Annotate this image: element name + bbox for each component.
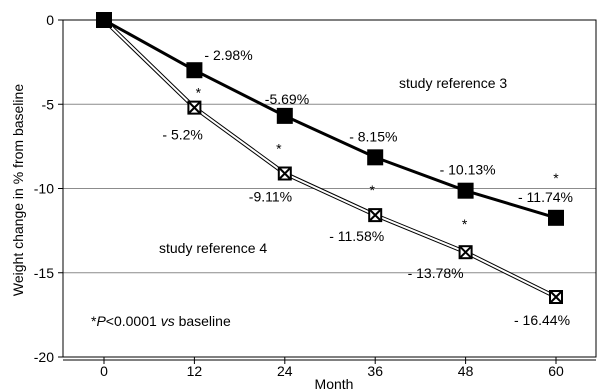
marker-cross-1: [188, 101, 201, 114]
point-study-ref-3-2: [276, 107, 293, 124]
x-tick-label-3: 36: [367, 363, 383, 379]
data-label-0-2: -5.69%: [265, 91, 309, 107]
point-study-ref-4-1: [187, 100, 202, 115]
x-axis-label: Month: [315, 376, 354, 392]
significance-star-0-5: *: [553, 170, 559, 186]
x-tick-label-1: 12: [187, 363, 203, 379]
data-label-0-1: - 2.98%: [204, 47, 252, 63]
legend-label-study-ref-4: study reference 4: [159, 240, 267, 256]
data-label-1-2: -9.11%: [249, 189, 292, 205]
point-study-ref-3-1: [186, 62, 203, 79]
series-0: - 2.98% -5.69% - 8.15% - 10.13% - 11.74% *: [96, 12, 573, 226]
marker-cross-3: [369, 209, 381, 221]
point-study-ref-4-3: [368, 208, 383, 223]
series-line-study-ref-3: [103, 18, 557, 220]
data-label-0-4: - 10.13%: [440, 162, 496, 178]
point-study-ref-4-4: [458, 245, 473, 260]
significance-star-1-1: *: [196, 85, 202, 101]
y-tick-label-3: -15: [34, 265, 54, 281]
significance-star-1-2: *: [276, 141, 282, 157]
y-tick-label-0: 0: [46, 12, 54, 28]
x-tick-label-5: 60: [548, 363, 564, 379]
series-1: - 5.2% * -9.11% * - 11.58% * - 13.78% * - 16.44%: [96, 12, 570, 328]
series-line-study-ref-4-inner: [103, 19, 557, 298]
data-label-1-5: - 16.44%: [514, 312, 570, 328]
point-study-ref-4-2: [277, 166, 292, 181]
marker-cross-5: [550, 291, 562, 303]
x-axis: 0 12 24 36 48 60: [100, 357, 564, 379]
point-study-ref-3-4: [457, 182, 474, 199]
marker-cross-4: [459, 246, 472, 258]
footnote-vs: vs: [161, 313, 175, 329]
point-study-ref-4-5: [549, 290, 563, 305]
y-tick-label-4: -20: [34, 349, 54, 365]
significance-star-1-4: *: [462, 216, 468, 232]
data-label-0-5: - 11.74%: [518, 189, 573, 205]
data-label-1-1: - 5.2%: [162, 127, 202, 143]
x-tick-label-0: 0: [100, 363, 108, 379]
footnote-end: baseline: [175, 313, 231, 329]
series-group: - 2.98%-5.69%- 8.15%- 10.13%- 11.74%*- 5…: [96, 12, 573, 328]
data-label-1-3: - 11.58%: [329, 228, 384, 244]
point-study-ref-3-5: [548, 209, 564, 226]
data-label-1-4: - 13.78%: [408, 265, 464, 281]
footnote-star: *: [91, 313, 97, 329]
grid-lines: [63, 19, 596, 361]
y-axis: 0 -5 -10 -15 -20: [34, 12, 63, 365]
footnote-p: P: [96, 313, 106, 329]
x-tick-label-2: 24: [277, 363, 293, 379]
data-label-0-3: - 8.15%: [349, 128, 397, 144]
point-study-ref-3-3: [367, 149, 384, 166]
significance-star-1-3: *: [369, 182, 375, 198]
y-axis-label: Weight change in % from baseline: [10, 84, 26, 296]
x-tick-label-4: 48: [458, 363, 474, 379]
y-tick-label-1: -5: [42, 96, 55, 112]
marker-cross-2: [279, 167, 291, 180]
significance-footnote: *P<0.0001 vs baseline: [91, 313, 231, 329]
y-tick-label-2: -10: [34, 181, 54, 197]
footnote-mid: <0.0001: [106, 313, 161, 329]
point-origin-1: [96, 12, 112, 28]
legend-label-study-ref-3: study reference 3: [399, 75, 507, 91]
